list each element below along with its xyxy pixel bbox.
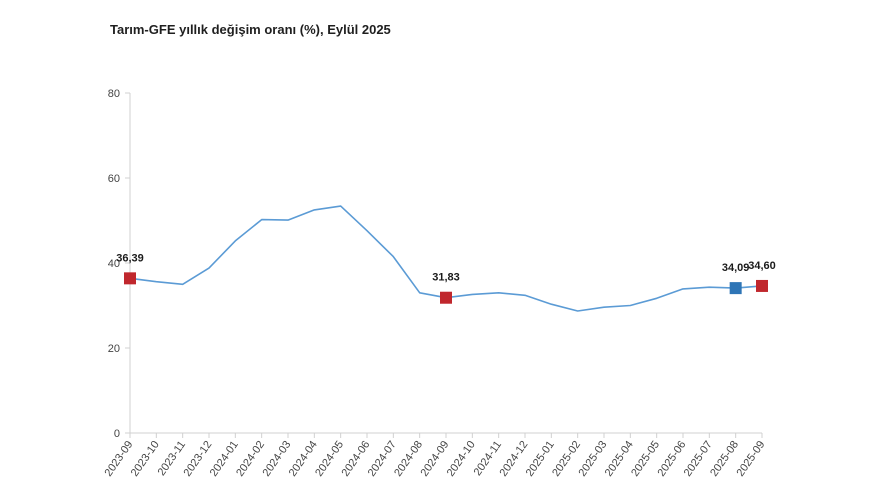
- data-label: 31,83: [432, 272, 460, 284]
- data-marker: [729, 282, 742, 295]
- data-marker: [440, 291, 452, 304]
- chart-title: Tarım-GFE yıllık değişim oranı (%), Eylü…: [110, 22, 391, 37]
- y-tick-label: 40: [108, 258, 120, 270]
- data-label: 34,09: [722, 262, 750, 274]
- data-label: 34,60: [748, 260, 776, 272]
- y-tick-label: 80: [108, 88, 120, 100]
- y-tick-label: 20: [108, 343, 120, 355]
- y-tick-label: 0: [114, 428, 120, 440]
- data-marker: [756, 279, 768, 292]
- y-tick-label: 60: [108, 173, 120, 185]
- data-marker: [124, 272, 136, 285]
- data-label: 36,39: [116, 252, 144, 264]
